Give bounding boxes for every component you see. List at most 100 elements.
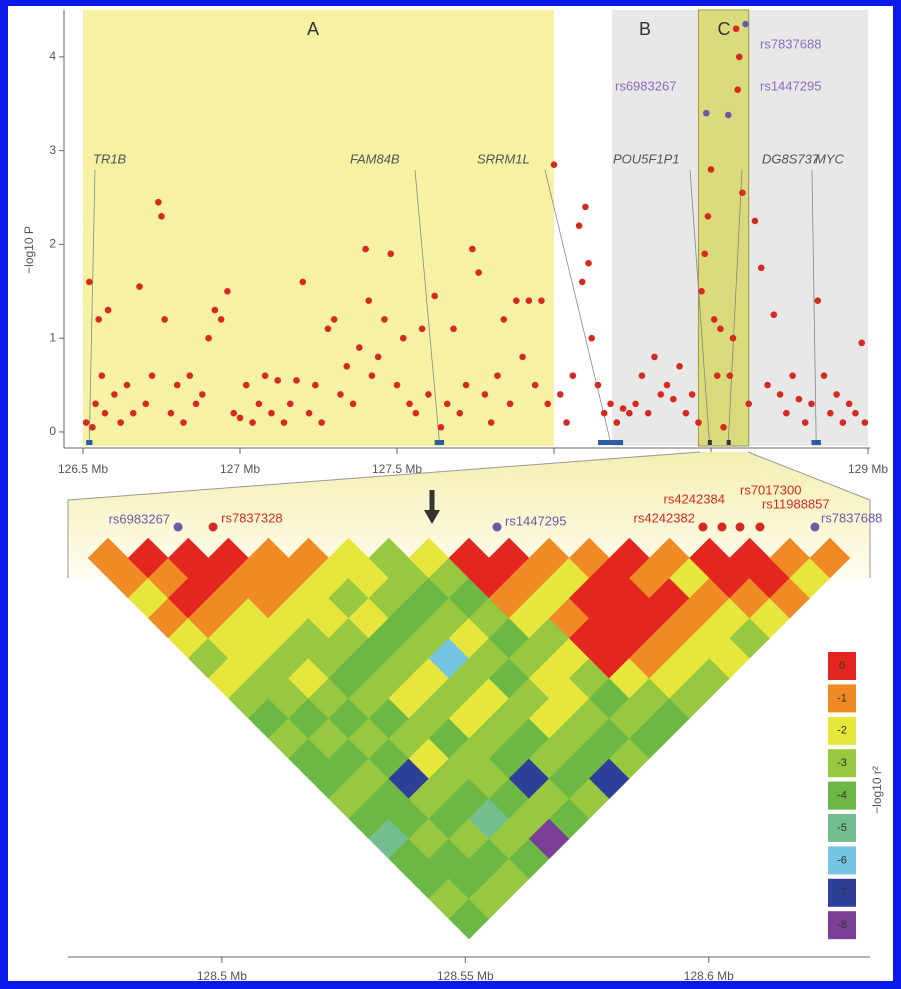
data-point (337, 391, 344, 398)
colorbar-label: -8 (837, 919, 847, 931)
data-point (513, 297, 520, 304)
data-point (85, 278, 93, 286)
y-tick-label: 0 (49, 424, 56, 438)
data-point (720, 423, 727, 431)
region-label: B (639, 19, 651, 39)
snp-label: rs4242382 (634, 510, 695, 525)
data-point (820, 372, 828, 379)
data-point (735, 53, 743, 61)
data-point (795, 395, 803, 403)
gene-label: DG8S737 (762, 151, 820, 166)
colorbar-box (828, 652, 856, 680)
data-point (670, 395, 677, 403)
data-point (217, 316, 225, 323)
data-point (644, 409, 652, 417)
data-point (619, 405, 627, 412)
gene-leader (689, 169, 710, 443)
data-point (814, 297, 822, 304)
region-label: C (718, 19, 731, 39)
data-point (695, 419, 702, 426)
data-point (173, 381, 181, 389)
data-point (242, 381, 250, 389)
data-point (92, 400, 99, 408)
data-point (356, 344, 363, 351)
data-point (575, 222, 583, 229)
data-point (148, 372, 156, 379)
x-tick-label: 129 Mb (848, 462, 888, 476)
snp-marker (208, 522, 218, 532)
snp-marker (755, 522, 765, 532)
data-point (192, 400, 200, 408)
data-point (293, 377, 300, 384)
data-point (462, 381, 470, 389)
data-point (845, 400, 853, 408)
data-point (544, 400, 552, 408)
data-point (569, 372, 577, 379)
gene-label: FAM84B (350, 151, 400, 166)
data-point (123, 381, 131, 389)
colorbar-box (828, 878, 856, 907)
data-point (707, 166, 715, 173)
data-point (368, 372, 376, 379)
data-point (702, 109, 710, 117)
data-point (418, 325, 426, 333)
data-point (89, 423, 96, 431)
data-point (729, 334, 737, 342)
gene-leader (88, 169, 96, 443)
data-point (578, 278, 586, 286)
data-point (393, 381, 401, 389)
data-point (249, 419, 256, 426)
colorbar-label: -4 (837, 790, 847, 802)
snp-label: rs6983267 (615, 78, 676, 93)
gene-bar (434, 440, 445, 445)
y-axis-label: −log10 P (22, 226, 36, 274)
data-point (274, 377, 281, 384)
snp-label: rs7017300 (740, 482, 801, 497)
x-tick-label: 128.55 Mb (437, 969, 494, 983)
snp-marker (698, 522, 708, 532)
data-point (186, 372, 194, 379)
data-point (531, 381, 539, 389)
data-point (450, 325, 457, 333)
snp-label: rs1447295 (760, 78, 821, 93)
data-point (158, 212, 165, 220)
data-point (682, 409, 690, 417)
data-point (431, 292, 438, 300)
data-point (286, 400, 294, 408)
data-point (475, 269, 482, 276)
data-point (688, 391, 696, 398)
data-point (550, 161, 558, 169)
colorbar-label: -5 (837, 822, 847, 834)
data-point (142, 400, 150, 408)
colorbar-label: -7 (837, 887, 847, 899)
data-point (676, 363, 683, 370)
data-point (211, 306, 219, 314)
x-tick-label: 126.5 Mb (58, 462, 108, 476)
data-point (399, 334, 407, 342)
data-point (742, 20, 749, 28)
region (697, 9, 750, 447)
region-label: A (307, 19, 319, 39)
data-point (481, 391, 489, 398)
data-point (406, 400, 413, 408)
colorbar-label: -2 (837, 725, 847, 737)
data-point (525, 297, 533, 304)
data-point (506, 400, 514, 408)
snp-marker (717, 522, 727, 532)
colorbar-label: -3 (837, 757, 847, 769)
gene-bar (726, 440, 731, 445)
snp-label: rs7837688 (760, 36, 821, 51)
snp-marker (492, 522, 502, 532)
colorbar-box (828, 749, 856, 778)
data-point (155, 198, 162, 206)
x-tick-label: 128.5 Mb (197, 969, 247, 983)
data-point (255, 400, 263, 408)
data-point (117, 419, 124, 426)
data-point (698, 287, 705, 295)
y-tick-label: 3 (49, 143, 56, 157)
gene-label: SRRM1L (477, 151, 530, 166)
data-point (827, 409, 834, 417)
y-tick-label: 2 (49, 237, 56, 251)
colorbar-label: 0 (839, 660, 845, 672)
